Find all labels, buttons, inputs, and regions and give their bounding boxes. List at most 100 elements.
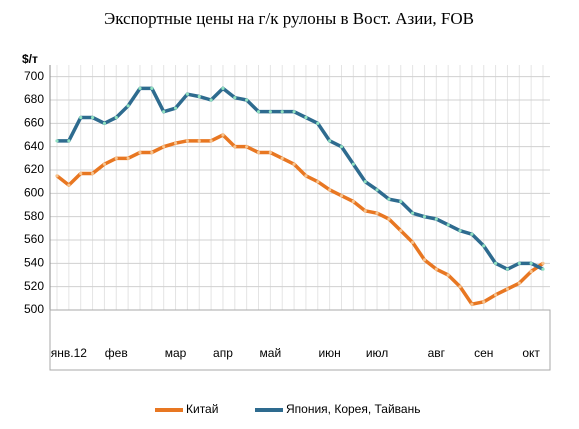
point: [233, 96, 237, 100]
point: [79, 171, 83, 176]
point: [446, 223, 450, 227]
point: [458, 229, 462, 233]
point: [280, 156, 284, 160]
point: [541, 267, 545, 271]
series-line: [57, 86, 544, 271]
point: [150, 150, 154, 155]
point: [529, 269, 533, 274]
point: [90, 115, 95, 120]
point: [493, 293, 498, 297]
y-tick-label: 560: [24, 232, 44, 246]
point: [209, 98, 213, 102]
point: [126, 156, 130, 160]
point: [268, 150, 272, 155]
point: [411, 240, 415, 244]
point: [363, 180, 367, 184]
point: [197, 139, 201, 143]
point: [126, 104, 130, 108]
y-tick-label: 640: [24, 139, 44, 153]
point: [517, 281, 521, 285]
y-tick-label: 500: [24, 302, 44, 316]
x-label-band: [49, 309, 551, 371]
point: [292, 162, 296, 166]
y-tick-label: 600: [24, 186, 44, 200]
point: [399, 229, 403, 233]
point: [422, 258, 427, 262]
point: [328, 188, 332, 192]
point: [411, 211, 415, 215]
point: [304, 115, 308, 120]
y-tick-label: 700: [24, 69, 44, 83]
y-tick-label: 660: [24, 116, 44, 130]
x-tick-label: сен: [474, 346, 493, 360]
point: [387, 217, 391, 221]
x-tick-label: апр: [213, 346, 233, 360]
point: [482, 300, 486, 304]
point: [399, 199, 403, 204]
point: [138, 150, 142, 155]
point: [470, 232, 474, 236]
point: [529, 261, 533, 265]
point: [292, 110, 296, 114]
point: [434, 217, 438, 221]
y-axis-label: $/т: [22, 52, 38, 66]
x-tick-label: янв.12: [51, 346, 88, 360]
x-tick-label: июн: [318, 346, 340, 360]
point: [67, 183, 71, 187]
point: [268, 110, 272, 114]
point: [55, 139, 59, 143]
series-line: [55, 133, 544, 306]
point: [541, 261, 545, 265]
point: [55, 174, 59, 178]
y-tick-label: 680: [24, 92, 44, 106]
point: [339, 194, 344, 198]
point: [493, 261, 498, 265]
point: [375, 188, 379, 192]
point: [114, 156, 118, 160]
x-tick-label: мар: [165, 346, 187, 360]
point: [363, 209, 367, 213]
x-tick-label: май: [260, 346, 282, 360]
y-tick-label: 540: [24, 256, 44, 270]
y-tick-label: 520: [24, 279, 44, 293]
point: [470, 302, 474, 306]
point: [434, 267, 438, 271]
point: [221, 86, 225, 90]
point: [138, 86, 142, 90]
point: [79, 115, 83, 120]
x-tick-label: фев: [105, 346, 128, 360]
point: [102, 121, 107, 125]
y-tick-label: 620: [24, 162, 44, 176]
legend-label: Япония, Корея, Тайвань: [286, 402, 420, 416]
point: [114, 115, 118, 120]
point: [505, 287, 510, 291]
point: [422, 215, 427, 219]
point: [351, 199, 355, 204]
point: [197, 94, 201, 99]
x-tick-label: окт: [522, 346, 540, 360]
legend-label: Китай: [186, 402, 218, 416]
point: [67, 139, 71, 143]
point: [256, 150, 261, 155]
point: [328, 139, 332, 143]
point: [304, 174, 308, 178]
point: [209, 139, 213, 143]
point: [245, 98, 249, 102]
point: [173, 141, 178, 145]
point: [387, 197, 391, 201]
point: [339, 145, 344, 149]
point: [221, 133, 225, 137]
point: [458, 285, 462, 289]
y-tick-label: 580: [24, 209, 44, 223]
point: [316, 121, 320, 125]
x-tick-label: июл: [366, 346, 388, 360]
point: [245, 145, 249, 149]
point: [162, 110, 166, 114]
point: [517, 261, 521, 265]
point: [280, 110, 284, 114]
point: [446, 273, 450, 277]
chart-title: Экспортные цены на г/к рулоны в Вост. Аз…: [104, 9, 474, 28]
point: [375, 211, 379, 215]
point: [351, 162, 355, 166]
point: [90, 171, 95, 176]
